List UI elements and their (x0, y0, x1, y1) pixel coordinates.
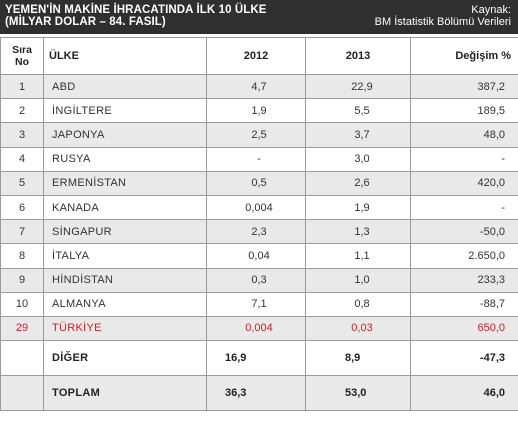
source-note: Kaynak: BM İstatistik Bölümü Verileri (375, 4, 511, 28)
column-header-country: ÜLKE (43, 37, 207, 75)
title-line-1: YEMEN'İN MAKİNE İHRACATINDA İLK 10 ÜLKE (5, 4, 267, 16)
table-row: 5 ERMENİSTAN 0,5 2,6 420,0 (0, 170, 518, 196)
country-cell: ERMENİSTAN (43, 170, 207, 196)
value-2012-cell: 0,04 (206, 243, 306, 269)
change-cell: -50,0 (410, 219, 518, 245)
country-cell: İTALYA (43, 243, 207, 269)
table-body: 1 ABD 4,7 22,9 387,2 2 İNGİLTERE 1,9 5,5… (0, 73, 518, 412)
rank-cell (0, 340, 44, 377)
value-2012-cell: 1,9 (206, 98, 306, 124)
country-cell: ALMANYA (43, 291, 207, 317)
change-cell: 2.650,0 (410, 243, 518, 269)
rank-cell: 3 (0, 122, 44, 148)
country-cell: İNGİLTERE (43, 98, 207, 124)
change-cell: 233,3 (410, 267, 518, 293)
value-2012-cell: 4,7 (206, 73, 306, 100)
change-cell: 189,5 (410, 98, 518, 124)
value-2013-cell: 1,0 (305, 267, 411, 293)
rank-cell: 7 (0, 219, 44, 245)
change-cell: - (410, 194, 518, 221)
value-2012-cell: 2,5 (206, 122, 306, 148)
value-2013-cell: 22,9 (305, 73, 411, 100)
value-2013-cell: 2,6 (305, 170, 411, 196)
value-2012-cell: 0,5 (206, 170, 306, 196)
value-2013-cell: 3,0 (305, 146, 411, 172)
column-header-change: Değişim % (410, 37, 518, 75)
value-2013-cell: 0,03 (305, 315, 411, 342)
rank-cell: 8 (0, 243, 44, 269)
value-2012-cell: - (206, 146, 306, 172)
rank-cell: 1 (0, 73, 44, 100)
value-2012-cell: 0,3 (206, 267, 306, 293)
country-cell: KANADA (43, 194, 207, 221)
change-cell: - (410, 146, 518, 172)
table-row: 10 ALMANYA 7,1 0,8 -88,7 (0, 291, 518, 317)
table-row: 9 HİNDİSTAN 0,3 1,0 233,3 (0, 267, 518, 293)
change-cell: 387,2 (410, 73, 518, 100)
value-2013-cell: 5,5 (305, 98, 411, 124)
value-2013-cell: 1,1 (305, 243, 411, 269)
table-header-bar: YEMEN'İN MAKİNE İHRACATINDA İLK 10 ÜLKE … (0, 0, 518, 34)
change-cell: 420,0 (410, 170, 518, 196)
value-2013-cell: 1,9 (305, 194, 411, 221)
country-cell: ABD (43, 73, 207, 100)
value-2012-cell: 16,9 (206, 340, 306, 377)
value-2013-cell: 53,0 (305, 375, 411, 412)
value-2012-cell: 36,3 (206, 375, 306, 412)
rank-cell: 6 (0, 194, 44, 221)
value-2013-cell: 0,8 (305, 291, 411, 317)
table-row: 8 İTALYA 0,04 1,1 2.650,0 (0, 243, 518, 269)
rank-cell: 5 (0, 170, 44, 196)
source-text: BM İstatistik Bölümü Verileri (374, 16, 511, 28)
country-cell: TÜRKİYE (43, 315, 207, 342)
change-cell: -47,3 (410, 340, 518, 377)
rank-cell (0, 375, 44, 412)
change-cell: 46,0 (410, 375, 518, 412)
rank-header-line-2: No (15, 56, 29, 68)
rank-cell: 2 (0, 98, 44, 124)
column-header-rank: Sıra No (0, 37, 44, 75)
rank-cell: 29 (0, 315, 44, 342)
table-row: 4 RUSYA - 3,0 - (0, 146, 518, 172)
column-header-2013: 2013 (305, 37, 411, 75)
value-2013-cell: 1,3 (305, 219, 411, 245)
rank-cell: 4 (0, 146, 44, 172)
table-row-turkey: 29 TÜRKİYE 0,004 0,03 650,0 (0, 315, 518, 342)
value-2013-cell: 8,9 (305, 340, 411, 377)
country-cell: TOPLAM (43, 375, 207, 412)
table-row: 1 ABD 4,7 22,9 387,2 (0, 73, 518, 100)
source-label: Kaynak: (471, 4, 511, 16)
change-cell: 650,0 (410, 315, 518, 342)
column-header-row: Sıra No ÜLKE 2012 2013 Değişim % (0, 37, 518, 75)
table-row: 7 SİNGAPUR 2,3 1,3 -50,0 (0, 219, 518, 245)
rank-cell: 10 (0, 291, 44, 317)
table-row-total: TOPLAM 36,3 53,0 46,0 (0, 375, 518, 412)
country-cell: RUSYA (43, 146, 207, 172)
title-line-2: (MİLYAR DOLAR – 84. FASIL) (5, 16, 166, 28)
table-row: 2 İNGİLTERE 1,9 5,5 189,5 (0, 98, 518, 124)
country-cell: JAPONYA (43, 122, 207, 148)
table-row: 6 KANADA 0,004 1,9 - (0, 194, 518, 221)
column-header-2012: 2012 (206, 37, 306, 75)
export-table: Sıra No ÜLKE 2012 2013 Değişim % 1 ABD 4… (0, 37, 518, 412)
value-2012-cell: 2,3 (206, 219, 306, 245)
value-2012-cell: 0,004 (206, 315, 306, 342)
value-2012-cell: 0,004 (206, 194, 306, 221)
table-row-other: DİĞER 16,9 8,9 -47,3 (0, 340, 518, 377)
country-cell: HİNDİSTAN (43, 267, 207, 293)
rank-cell: 9 (0, 267, 44, 293)
country-cell: SİNGAPUR (43, 219, 207, 245)
change-cell: 48,0 (410, 122, 518, 148)
table-title: YEMEN'İN MAKİNE İHRACATINDA İLK 10 ÜLKE … (5, 4, 267, 28)
rank-header-line-1: Sıra (12, 44, 32, 56)
value-2012-cell: 7,1 (206, 291, 306, 317)
change-cell: -88,7 (410, 291, 518, 317)
country-cell: DİĞER (43, 340, 207, 377)
value-2013-cell: 3,7 (305, 122, 411, 148)
table-row: 3 JAPONYA 2,5 3,7 48,0 (0, 122, 518, 148)
